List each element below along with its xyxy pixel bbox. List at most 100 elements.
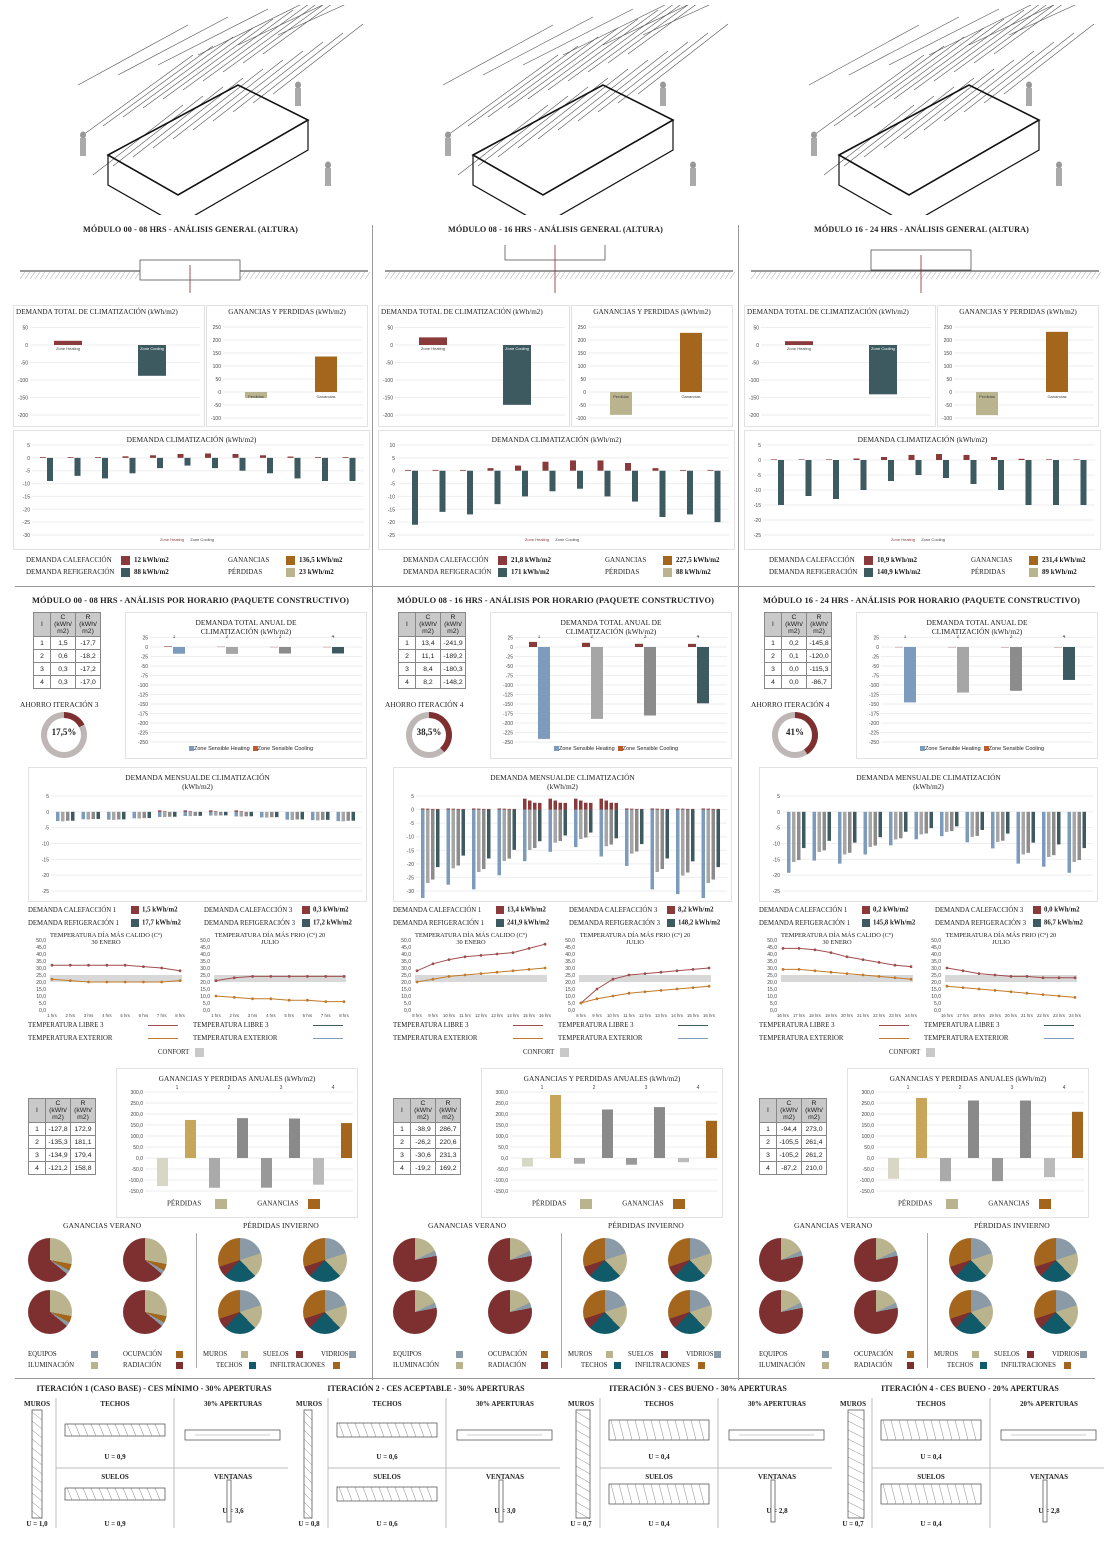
frame-line [262, 5, 331, 55]
monthly-bar [193, 811, 197, 816]
ground-hatch [239, 271, 246, 280]
summary-row: GANANCIAS 227,5 kWh/m2 [605, 556, 720, 565]
ground-hatch [1050, 271, 1057, 280]
ground-hatch [74, 271, 81, 280]
ground-hatch [344, 271, 351, 280]
ground-hatch [334, 271, 341, 280]
free-temp-line-point [431, 962, 435, 966]
monthly-bar [502, 809, 506, 861]
ext-temp-line [51, 978, 181, 983]
free-temp-line-point [627, 973, 631, 977]
ground-hatch [569, 271, 576, 280]
floor-hatch [386, 1486, 393, 1502]
ext-temp-line-point [893, 976, 897, 980]
ground-hatch [39, 271, 46, 280]
legend-swatch [333, 1362, 340, 1369]
legend-label: Zone Heating [525, 537, 549, 542]
axis-tick-label: 50,0 [133, 1145, 143, 1151]
ext-temp-line-point [627, 991, 631, 995]
ground-hatch [559, 271, 566, 280]
roof-hatch [898, 1419, 905, 1441]
legend-swatch [907, 1351, 914, 1358]
table-cell: 0,6 [50, 649, 76, 663]
axis-tick-label: -150,0 [494, 1189, 508, 1195]
ext-temp-line-point [1041, 993, 1045, 996]
axis-tick-label: 30,0 [200, 966, 210, 972]
winter-losses-pie [303, 1238, 347, 1282]
ground-hatch [439, 271, 446, 280]
ground-hatch [1025, 271, 1032, 280]
summary-row: DEMANDA CALEFACCIÓN 1 0,2 kWh/m2 [759, 906, 909, 914]
temp-legend-row: TEMPERATURA LIBRE 3 [924, 1022, 1074, 1029]
ext-temp-line-point [68, 979, 72, 982]
legend-label: Zone Sensible Heating [194, 746, 250, 752]
annual-heating-bar [688, 643, 696, 647]
free-temp-line-point [813, 948, 817, 952]
hour-label: 6 hrs [139, 1013, 149, 1018]
ground-hatch [980, 271, 987, 280]
ground-hatch [304, 271, 311, 280]
annual-loss-bar [626, 1158, 637, 1165]
axis-tick-label: -10 [42, 842, 49, 848]
ground-hatch [925, 271, 932, 280]
table-cell: -120,0 [806, 649, 832, 663]
iteration-label: 2 [226, 635, 229, 640]
monthly-demand-chart: DEMANDA MENSUALDE CLIMATIZACIÓN (kWh/m2)… [393, 767, 732, 902]
ground-hatch [639, 271, 646, 280]
free-temp-line-point [691, 968, 695, 971]
legend-label: EQUIPOS [393, 1351, 422, 1359]
free-temp-line-point [463, 955, 467, 959]
summary-value: 0,0 kWh/m2 [1044, 906, 1080, 914]
monthly-bar [589, 809, 593, 833]
iteration-label: 4 [697, 1085, 700, 1091]
summary-row: DEMANDA CALEFACCIÓN 3 0,3 kWh/m2 [204, 906, 349, 914]
cooling-bar [47, 457, 53, 481]
roofs-u-value: U = 0,9 [104, 1453, 126, 1461]
roof-hatch [658, 1419, 665, 1441]
axis-tick-label: 0 [583, 390, 586, 396]
monthly-heating-bar [706, 808, 710, 810]
frame-line [102, 45, 214, 127]
free-temp-line-point [861, 958, 865, 961]
ground-hatch [429, 271, 436, 280]
pie-legend-item: OCUPACIÓN [854, 1351, 914, 1358]
axis-tick-label: -75 [872, 674, 879, 680]
module-column: MÓDULO 16 - 24 HRS - ANÁLISIS GENERAL (A… [739, 0, 1104, 1380]
monthly-heating-bar [426, 808, 430, 810]
monthly-bar [817, 811, 821, 852]
ext-temp-line-point [691, 986, 695, 989]
heating-bar [597, 460, 604, 471]
table-cell: 2 [764, 649, 782, 663]
table-row: 3 -30,6 231,3 [393, 1148, 461, 1162]
annual-gain-bar [185, 1119, 196, 1158]
monthly-heating-bar [507, 808, 511, 810]
annual-gains-chart: GANANCIAS Y PERDIDAS ANUALES (kWh/m2) 300… [116, 1068, 358, 1218]
zone-heating-bar [785, 341, 813, 345]
pie-legend-item: SUELOS [994, 1351, 1034, 1358]
axis-tick-label: 200,0 [861, 1112, 874, 1118]
table-cell: 169,2 [435, 1161, 461, 1175]
ground-hatch [1090, 271, 1097, 280]
ground-hatch [694, 271, 701, 280]
construction-details [847, 1398, 1104, 1528]
winter-losses-pie [218, 1290, 262, 1334]
axis-tick-label: 200,0 [130, 1112, 143, 1118]
axis-tick-label: -125 [138, 693, 148, 699]
pie-legend-item: INFILTRACIONES [270, 1362, 340, 1369]
ground-hatch [1040, 271, 1047, 280]
hour-label: 21 hrs [1021, 1013, 1033, 1018]
monthly-bar [265, 811, 269, 818]
monthly-heating-bar [446, 808, 450, 810]
annual-demand-plot: 250-25-50-75-100-125-150-175-200-225-250… [503, 635, 727, 746]
legend-swatch [195, 1048, 205, 1057]
table-cell: 286,7 [435, 1122, 461, 1136]
axis-tick-label: 0 [777, 810, 780, 816]
iteration-label: 4 [1063, 1085, 1066, 1091]
axis-tick-label: -225 [869, 731, 879, 737]
monthly-bar [56, 811, 60, 822]
floor-hatch [914, 1483, 921, 1505]
legend-label: SUELOS [263, 1351, 289, 1359]
cooling-bar [805, 460, 812, 496]
legend-label: TEMPERATURA EXTERIOR [759, 1035, 844, 1042]
